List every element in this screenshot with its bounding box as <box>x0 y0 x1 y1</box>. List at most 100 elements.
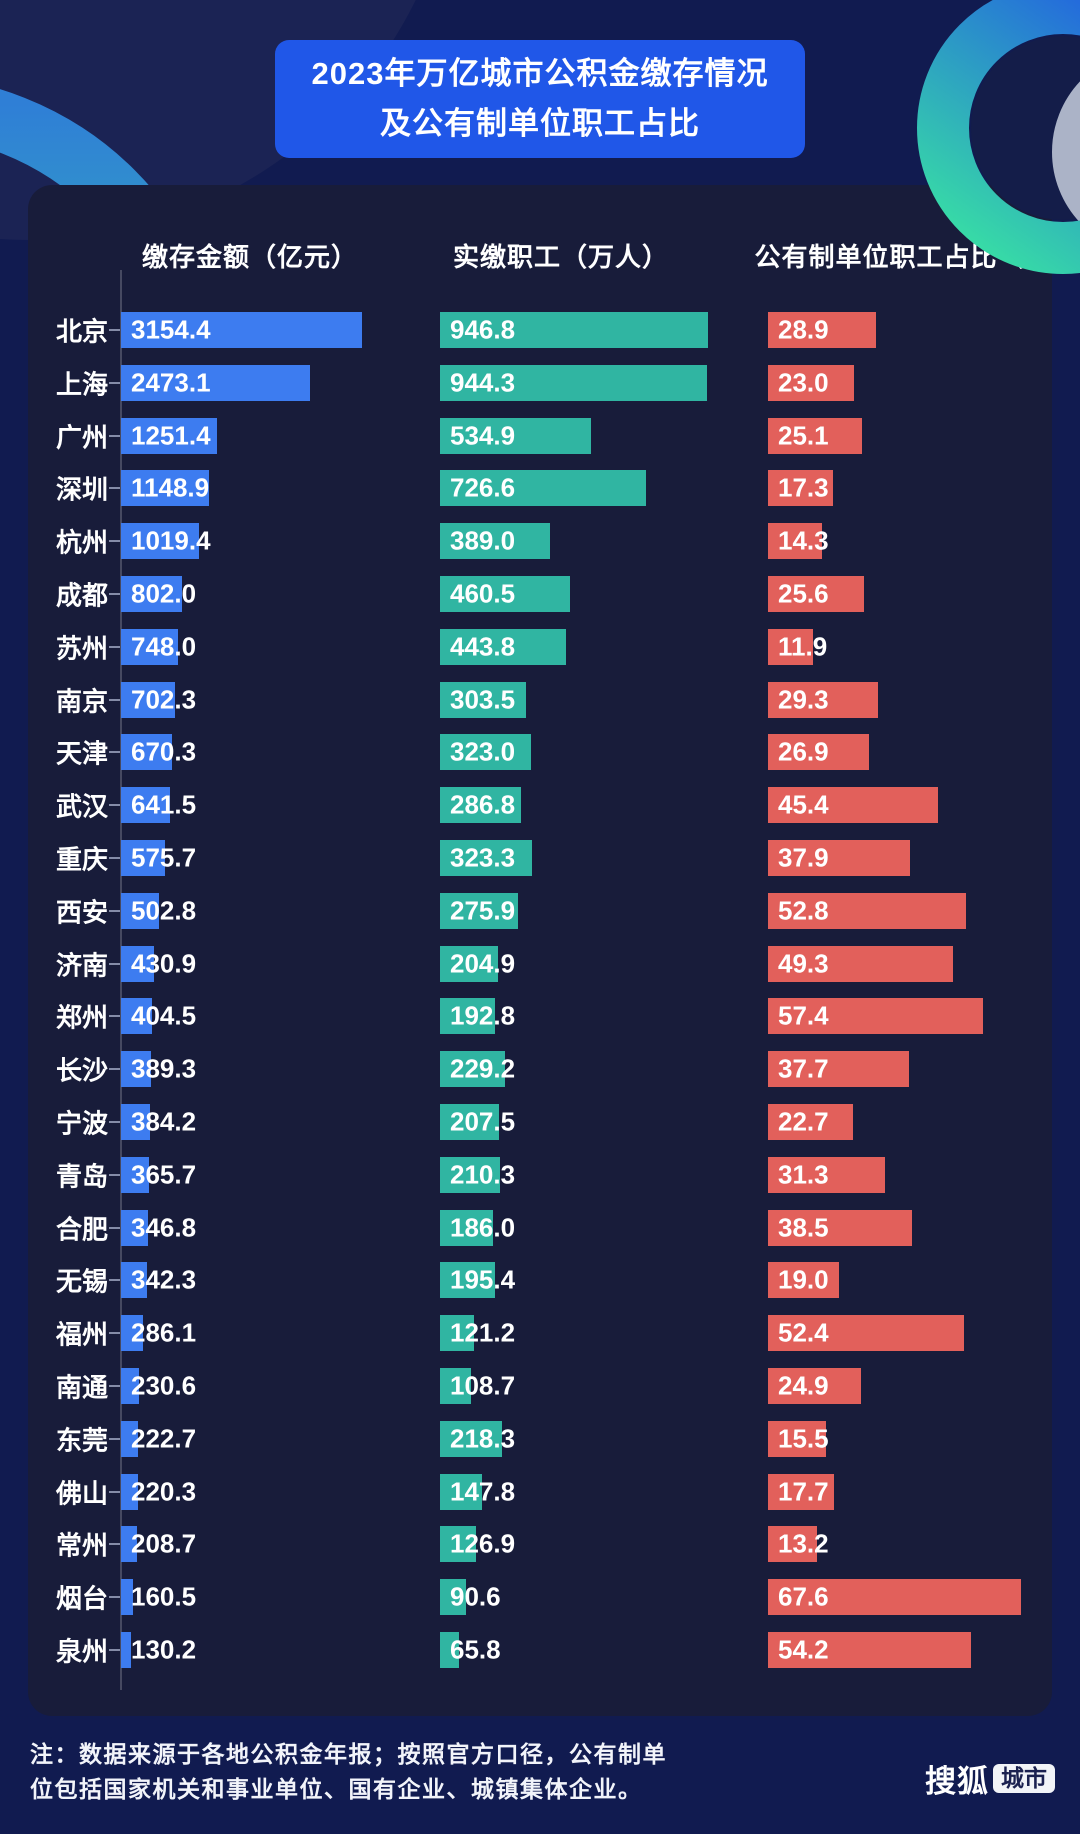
employees-bar <box>440 945 498 982</box>
deposit-value: 802.0 <box>131 578 197 609</box>
employees-bar <box>440 364 708 401</box>
table-row: 广州 1251.4 534.9 25.1 <box>28 409 1052 462</box>
table-row: 苏州 748.0 443.8 11.9 <box>28 620 1052 673</box>
ratio-bar <box>768 1526 818 1563</box>
deposit-bar <box>121 1526 137 1563</box>
footnote-line-2: 位包括国家机关和事业单位、国有企业、城镇集体企业。 <box>30 1776 643 1802</box>
table-row: 杭州 1019.4 389.0 14.3 <box>28 515 1052 568</box>
table-row: 烟台 160.5 90.6 67.6 <box>28 1571 1052 1624</box>
axis-tick <box>109 1332 120 1335</box>
city-label: 长沙 <box>55 1055 108 1086</box>
deposit-bar <box>121 470 209 507</box>
employees-value: 460.5 <box>450 578 516 609</box>
ratio-value: 15.5 <box>778 1423 829 1454</box>
employees-bar <box>440 417 592 454</box>
ratio-value: 54.2 <box>778 1634 829 1665</box>
deposit-value: 1251.4 <box>131 420 211 451</box>
ratio-value: 25.1 <box>778 420 829 451</box>
employees-value: 147.8 <box>450 1476 516 1507</box>
employees-value: 108.7 <box>450 1370 516 1401</box>
sohu-city-logo: 搜狐 城市 <box>925 1756 1055 1801</box>
table-row: 合肥 346.8 186.0 38.5 <box>28 1201 1052 1254</box>
city-label: 广州 <box>55 422 108 453</box>
city-label: 佛山 <box>55 1478 108 1509</box>
employees-value: 121.2 <box>450 1317 516 1348</box>
ratio-bar <box>768 839 910 876</box>
chart-panel: 缴存金额（亿元） 实缴职工（万人） 公有制单位职工占比（%） 北京 3154.4 9… <box>28 185 1075 1716</box>
employees-bar <box>440 998 495 1035</box>
employees-bar <box>440 575 571 612</box>
table-row: 青岛 365.7 210.3 31.3 <box>28 1148 1052 1201</box>
deposit-value: 230.6 <box>131 1370 197 1401</box>
deposit-bar <box>121 787 170 824</box>
ratio-bar <box>768 1262 840 1299</box>
axis-tick <box>109 1648 120 1651</box>
deposit-value: 160.5 <box>131 1581 197 1612</box>
deposit-value: 365.7 <box>131 1159 197 1190</box>
table-row: 成都 802.0 460.5 25.6 <box>28 568 1052 621</box>
city-label: 济南 <box>55 950 108 981</box>
logo-city-badge: 城市 <box>993 1764 1055 1793</box>
employees-value: 944.3 <box>450 367 516 398</box>
ratio-value: 38.5 <box>778 1212 829 1243</box>
ratio-bar <box>768 1209 913 1246</box>
ratio-value: 57.4 <box>778 1000 829 1031</box>
footnote: 注：数据来源于各地公积金年报；按照官方口径，公有制单 位包括国家机关和事业单位、… <box>30 1737 667 1807</box>
deposit-bar <box>121 1473 138 1510</box>
axis-tick <box>109 434 120 437</box>
employees-bar <box>440 1156 500 1193</box>
ratio-value: 17.7 <box>778 1476 829 1507</box>
table-row: 福州 286.1 121.2 52.4 <box>28 1307 1052 1360</box>
deposit-bar <box>121 892 160 929</box>
deposit-bar <box>121 1156 149 1193</box>
deposit-bar <box>121 945 154 982</box>
employees-value: 192.8 <box>450 1000 516 1031</box>
deposit-value: 342.3 <box>131 1264 197 1295</box>
ratio-value: 67.6 <box>778 1581 829 1612</box>
deposit-bar <box>121 1262 148 1299</box>
axis-tick <box>109 540 120 543</box>
axis-tick <box>109 1015 120 1018</box>
employees-bar <box>440 1631 459 1668</box>
deposit-value: 220.3 <box>131 1476 197 1507</box>
deposit-value: 702.3 <box>131 684 197 715</box>
city-label: 南京 <box>55 686 108 717</box>
deposit-value: 384.2 <box>131 1106 197 1137</box>
axis-tick <box>109 328 120 331</box>
employees-bar <box>440 1051 505 1088</box>
table-row: 北京 3154.4 946.8 28.9 <box>28 304 1052 357</box>
employees-value: 204.9 <box>450 948 516 979</box>
ratio-bar <box>768 1367 862 1404</box>
ratio-value: 49.3 <box>778 948 829 979</box>
employees-bar <box>440 1473 482 1510</box>
table-row: 济南 430.9 204.9 49.3 <box>28 937 1052 990</box>
ratio-bar <box>768 575 864 612</box>
deposit-value: 1148.9 <box>131 472 210 503</box>
axis-tick <box>109 592 120 595</box>
deposit-value: 502.8 <box>131 895 197 926</box>
city-label: 北京 <box>55 316 108 347</box>
city-label: 东莞 <box>55 1425 108 1456</box>
city-label: 烟台 <box>55 1583 108 1614</box>
ratio-bar <box>768 364 855 401</box>
employees-value: 65.8 <box>450 1634 501 1665</box>
axis-tick <box>109 962 120 965</box>
table-row: 上海 2473.1 944.3 23.0 <box>28 356 1052 409</box>
axis-tick <box>109 1173 120 1176</box>
employees-bar <box>440 1420 502 1457</box>
ratio-bar <box>768 1315 965 1352</box>
city-label: 泉州 <box>55 1636 108 1667</box>
employees-bar <box>440 734 532 771</box>
axis-tick <box>109 1437 120 1440</box>
ratio-value: 52.4 <box>778 1317 829 1348</box>
employees-bar <box>440 1209 493 1246</box>
city-label: 杭州 <box>55 527 108 558</box>
employees-bar <box>440 1526 476 1563</box>
ratio-bar <box>768 1579 1021 1616</box>
ratio-bar <box>768 417 862 454</box>
deposit-value: 404.5 <box>131 1000 197 1031</box>
city-label: 天津 <box>55 738 108 769</box>
axis-tick <box>109 1226 120 1229</box>
ratio-value: 29.3 <box>778 684 829 715</box>
